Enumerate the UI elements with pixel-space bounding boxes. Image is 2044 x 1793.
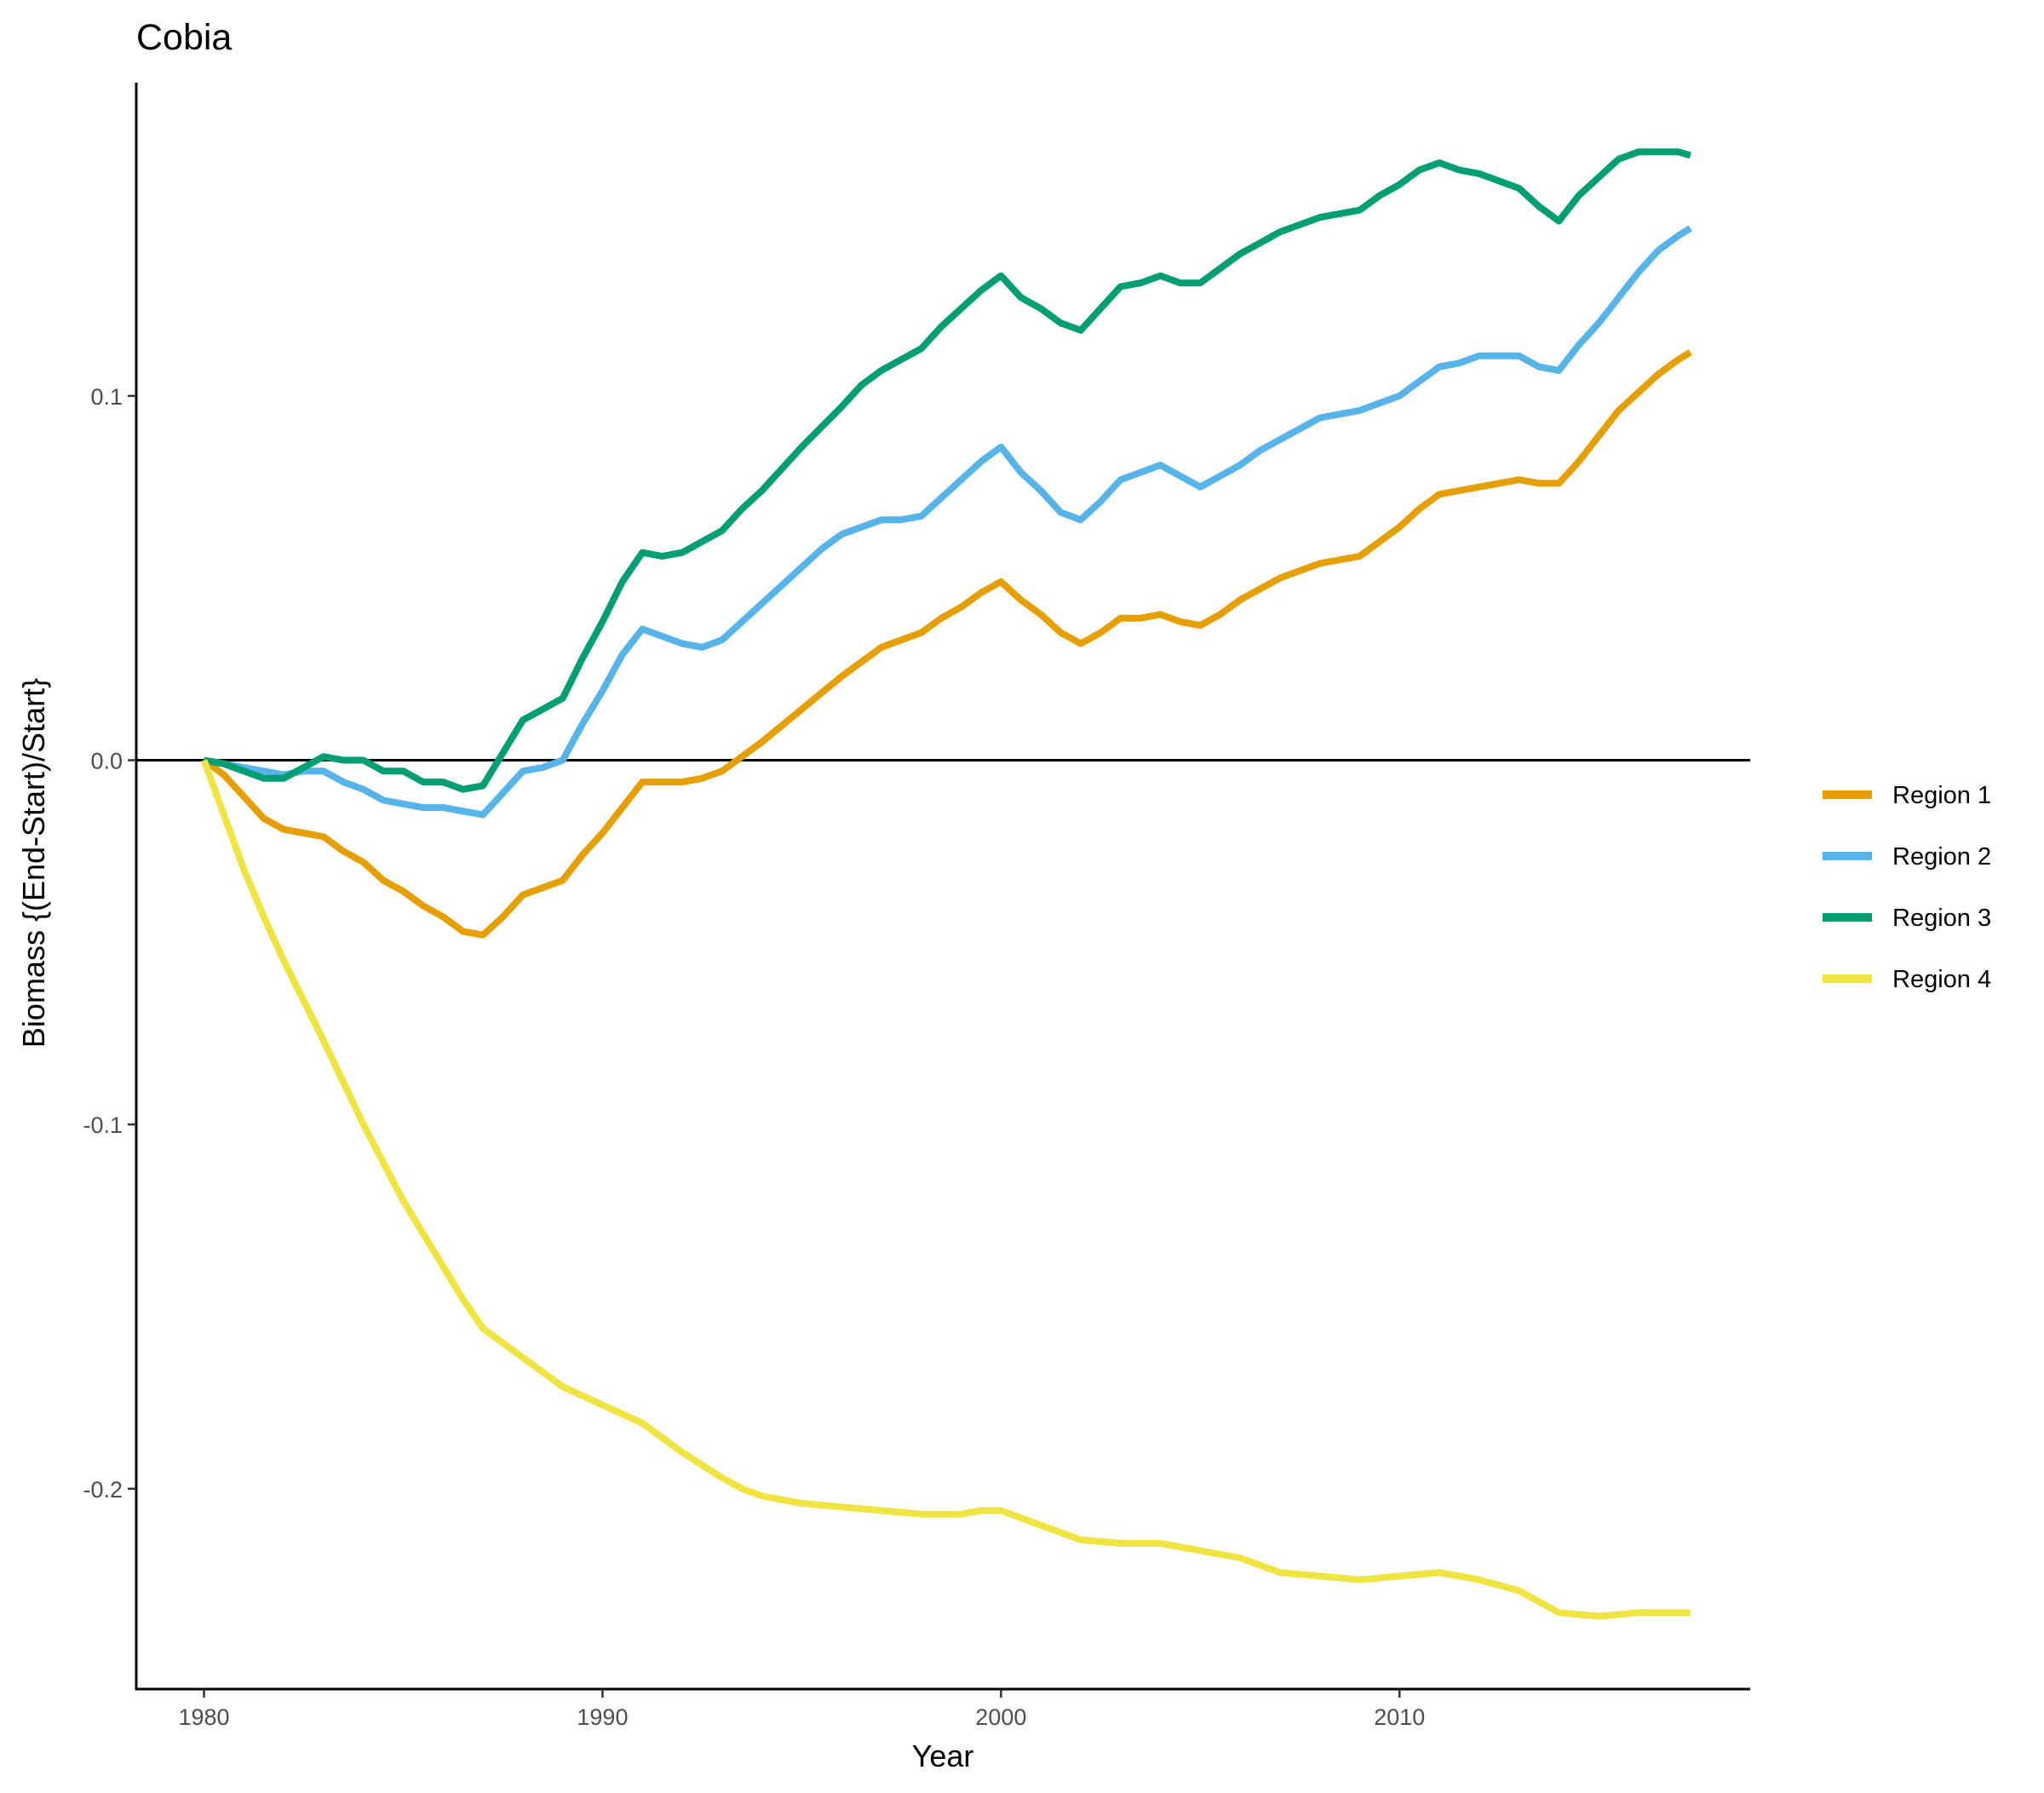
series-line-region-2: [203, 225, 1692, 819]
x-tick-label: 1990: [577, 1704, 628, 1730]
x-axis-title: Year: [912, 1738, 974, 1773]
y-axis-title: Biomass {(End-Start)/Start}: [16, 678, 51, 1048]
x-tick-label: 2010: [1374, 1704, 1425, 1730]
legend: Region 1 Region 2 Region 3 Region 4: [1823, 782, 1991, 993]
series-line-region-4: [200, 759, 1691, 1620]
x-tick-label: 2000: [975, 1704, 1026, 1730]
legend-item-region-3: Region 3: [1823, 905, 1991, 932]
series-line-region-3: [203, 148, 1691, 793]
legend-label: Region 1: [1892, 782, 1991, 809]
y-tick-label: 0.1: [90, 384, 123, 410]
legend-item-region-1: Region 1: [1823, 782, 1991, 809]
y-tick-label: -0.1: [83, 1112, 123, 1138]
series-layer: [136, 148, 1750, 1620]
legend-label: Region 2: [1892, 843, 1991, 871]
x-axis-ticks: 1980 1990 2000 2010: [179, 1689, 1425, 1730]
legend-item-region-4: Region 4: [1823, 966, 1991, 993]
chart-title: Cobia: [136, 17, 232, 58]
x-tick-label: 1980: [179, 1704, 230, 1730]
series-line-region-1: [202, 349, 1692, 939]
y-tick-label: -0.2: [83, 1477, 123, 1503]
legend-label: Region 4: [1892, 966, 1991, 993]
legend-item-region-2: Region 2: [1823, 843, 1991, 871]
y-axis-ticks: -0.2 -0.1 0.0 0.1: [83, 384, 136, 1503]
legend-label: Region 3: [1892, 905, 1991, 932]
y-tick-label: 0.0: [90, 748, 123, 773]
